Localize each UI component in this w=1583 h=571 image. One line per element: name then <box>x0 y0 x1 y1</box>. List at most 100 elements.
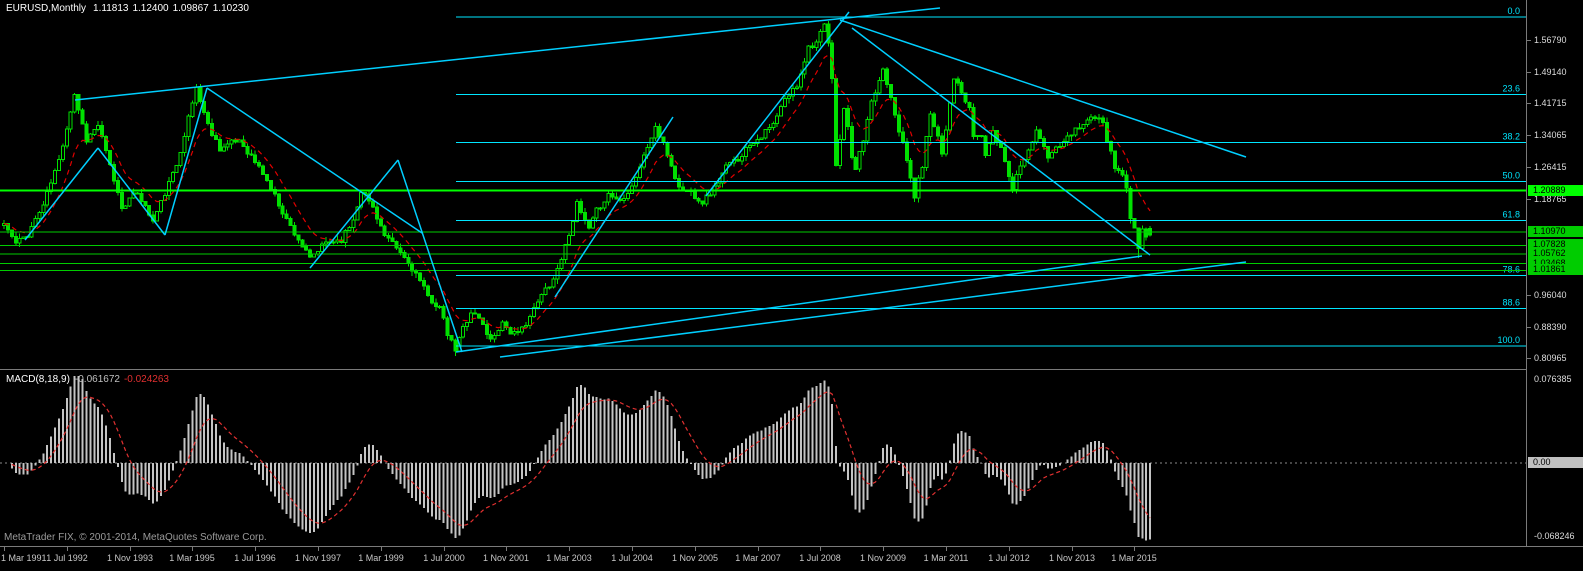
trendline[interactable] <box>554 116 674 298</box>
price-axis-tick <box>1527 358 1531 359</box>
trendline[interactable] <box>705 11 850 197</box>
price-tick-label: 0.96040 <box>1534 290 1567 300</box>
time-axis-tick <box>758 547 759 551</box>
trendline[interactable] <box>164 87 208 236</box>
price-level-box: 1.01861 <box>1528 264 1583 275</box>
trendline[interactable] <box>499 261 1247 358</box>
price-tick-label: 1.41715 <box>1534 98 1567 108</box>
time-axis-tick <box>1134 547 1135 551</box>
time-axis-tick <box>506 547 507 551</box>
macd-scale-top-label: 0.076385 <box>1534 374 1572 384</box>
high-value: 1.12400 <box>132 3 169 14</box>
time-axis-label: 1 Jul 1996 <box>234 553 276 563</box>
price-tick-label: 1.34065 <box>1534 130 1567 140</box>
macd-main-value: -0.061672 <box>74 374 120 385</box>
price-level-box: 1.05762 <box>1528 248 1583 259</box>
price-tick-label: 1.49140 <box>1534 67 1567 77</box>
time-axis-tick <box>255 547 256 551</box>
trendline[interactable] <box>397 159 463 353</box>
macd-canvas[interactable] <box>0 370 1527 546</box>
chart-ohlc-header: EURUSD,Monthly 1.11813 1.12400 1.09867 1.102… <box>6 3 253 14</box>
price-axis-tick <box>1527 167 1531 168</box>
time-axis-label: 1 Nov 1993 <box>106 553 154 563</box>
time-axis-label: 1 Nov 1997 <box>294 553 342 563</box>
price-level-box: 1.03468 <box>1528 258 1583 269</box>
time-axis-label: 1 Jul 2008 <box>799 553 841 563</box>
fibo-level-label: 78.6 <box>1502 265 1520 275</box>
fibo-level-label: 38.2 <box>1502 132 1520 142</box>
copyright-notice: MetaTrader FIX, © 2001-2014, MetaQuotes … <box>4 532 267 543</box>
trendline[interactable] <box>851 27 1151 256</box>
time-axis-tick <box>883 547 884 551</box>
price-tick-label: 1.56790 <box>1534 35 1567 45</box>
price-axis-tick <box>1527 72 1531 73</box>
fibo-level-label: 100.0 <box>1497 335 1520 345</box>
trendline[interactable] <box>309 159 399 269</box>
time-axis-label: 1 Mar 2011 <box>923 553 969 563</box>
time-axis-label: 1 Mar 1995 <box>169 553 215 563</box>
candlestick-series <box>2 20 1153 356</box>
macd-scale-bottom-label: -0.068246 <box>1534 531 1575 541</box>
time-axis-label: 1 Jul 1992 <box>46 553 88 563</box>
trendline[interactable] <box>74 7 941 101</box>
price-axis-tick <box>1527 327 1531 328</box>
time-axis-label: 1 Mar 1991 <box>1 553 47 563</box>
time-axis-tick <box>1009 547 1010 551</box>
trendline[interactable] <box>97 147 166 236</box>
horizontal-support-lines[interactable] <box>0 189 1526 271</box>
price-level-box: 1.10970 <box>1528 226 1583 237</box>
low-value: 1.09867 <box>172 3 209 14</box>
trendline[interactable] <box>455 255 1143 353</box>
macd-indicator-pane[interactable]: MACD(8,18,9) -0.061672 -0.024263 MetaTrade… <box>0 370 1527 546</box>
time-axis-label: 1 Mar 1999 <box>358 553 404 563</box>
time-axis-label: 1 Nov 2013 <box>1048 553 1096 563</box>
fibonacci-retracement[interactable]: 0.0 23.6 38.2 50.0 61.8 78.6 88.6 100.0 <box>456 6 1526 347</box>
macd-signal-line <box>11 391 1151 527</box>
time-axis-label: 1 Nov 2009 <box>859 553 907 563</box>
price-tick-label: 1.26415 <box>1534 162 1567 172</box>
price-chart-pane[interactable]: 0.0 23.6 38.2 50.0 61.8 78.6 88.6 100.0 EURUSD,… <box>0 0 1527 370</box>
open-value: 1.11813 <box>93 3 129 14</box>
fibo-level-label: 0.0 <box>1507 6 1520 16</box>
time-axis-tick <box>569 547 570 551</box>
trendline[interactable] <box>24 147 99 241</box>
time-axis-tick <box>67 547 68 551</box>
macd-header: MACD(8,18,9) -0.061672 -0.024263 <box>6 374 169 385</box>
price-level-box: 1.20889 <box>1528 185 1583 196</box>
trendlines[interactable] <box>24 7 1247 358</box>
time-axis-label: 1 Mar 2015 <box>1111 553 1157 563</box>
price-axis-tick <box>1527 103 1531 104</box>
price-axis-tick <box>1527 135 1531 136</box>
time-axis-label: 1 Mar 2007 <box>735 553 781 563</box>
price-axis[interactable]: 1.56790 1.49140 1.41715 1.34065 1.26415 1.187… <box>1526 0 1583 546</box>
time-axis-tick <box>318 547 319 551</box>
time-axis-label: 1 Jul 2012 <box>988 553 1030 563</box>
price-tick-label: 1.18765 <box>1534 194 1567 204</box>
time-axis-tick <box>130 547 131 551</box>
moving-average-line[interactable] <box>3 54 1151 330</box>
trendline[interactable] <box>206 87 423 234</box>
price-axis-tick <box>1527 295 1531 296</box>
time-axis-label: 1 Mar 2003 <box>546 553 592 563</box>
fibo-level-label: 50.0 <box>1502 171 1520 181</box>
time-axis-label: 1 Nov 2005 <box>671 553 719 563</box>
pane-separator[interactable] <box>0 369 1583 370</box>
macd-zero-box: 0.00 <box>1528 457 1583 468</box>
fibo-level-label: 88.6 <box>1502 298 1520 308</box>
time-axis-tick <box>444 547 445 551</box>
time-axis-tick <box>820 547 821 551</box>
macd-signal-value: -0.024263 <box>123 374 169 385</box>
symbol-timeframe-label: EURUSD,Monthly <box>6 3 87 14</box>
close-value: 1.10230 <box>212 3 249 14</box>
price-tick-label: 0.88390 <box>1534 322 1567 332</box>
time-axis-tick <box>192 547 193 551</box>
time-axis-tick <box>381 547 382 551</box>
fibo-level-label: 23.6 <box>1502 84 1520 94</box>
time-axis-tick <box>632 547 633 551</box>
trendline[interactable] <box>839 19 1247 158</box>
price-chart-canvas[interactable]: 0.0 23.6 38.2 50.0 61.8 78.6 88.6 100.0 <box>0 0 1527 370</box>
time-axis[interactable]: 1 Mar 1991 1 Jul 1992 1 Nov 1993 1 Mar 1995… <box>0 546 1583 571</box>
time-axis-label: 1 Nov 2001 <box>482 553 530 563</box>
time-axis-tick <box>695 547 696 551</box>
